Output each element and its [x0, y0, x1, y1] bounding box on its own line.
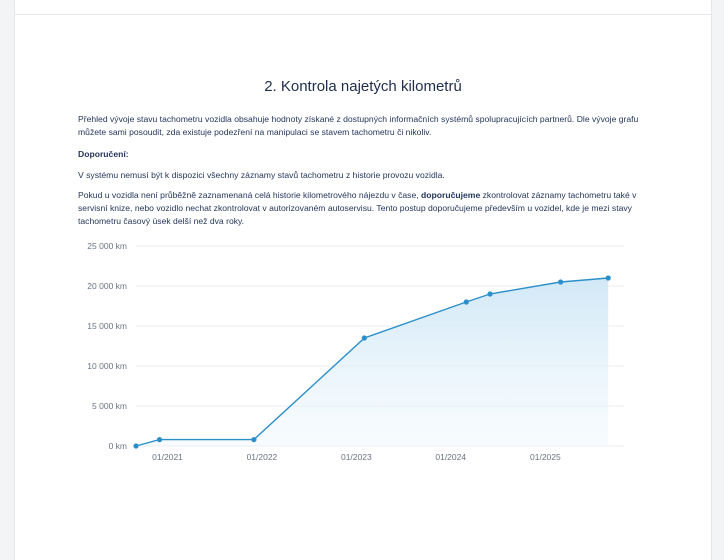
data-point	[361, 335, 367, 341]
data-points	[133, 275, 611, 449]
x-tick-label: 01/2025	[530, 452, 561, 462]
top-divider	[15, 14, 711, 15]
y-tick-label: 20 000 km	[87, 281, 127, 291]
data-point	[156, 437, 163, 443]
x-tick-label: 01/2024	[435, 452, 466, 462]
note-paragraph: V systému nemusí být k dispozici všechny…	[78, 170, 445, 180]
x-tick-label: 01/2023	[341, 452, 372, 462]
odometer-chart: 0 km 5 000 km 10 000 km 15 000 km 20 000 km 2…	[87, 241, 624, 462]
advice-paragraph: Pokud u vozidla není průběžně zaznamenan…	[78, 189, 640, 228]
advice-text-start: Pokud u vozidla není průběžně zaznamenan…	[78, 190, 422, 200]
y-tick-label: 0 km	[109, 441, 127, 451]
advice-text-end: zkontrolovat záznamy tachometru také v s…	[78, 190, 637, 226]
data-point	[487, 291, 493, 297]
x-axis: 01/2021 01/2022 01/2023 01/2024 01/2025	[152, 452, 561, 462]
mileage-area	[136, 278, 609, 446]
data-point	[251, 437, 257, 443]
y-tick-label: 10 000 km	[87, 361, 127, 371]
section-title: 2. Kontrola najetých kilometrů	[264, 78, 462, 95]
report-page: 2. Kontrola najetých kilometrů Přehled v…	[14, 0, 712, 560]
mileage-line	[135, 277, 609, 447]
x-tick-label: 01/2022	[247, 452, 278, 462]
data-point	[133, 443, 139, 449]
data-point	[463, 299, 469, 305]
recommendation-heading: Doporučení:	[78, 149, 129, 159]
y-tick-label: 25 000 km	[87, 241, 127, 251]
y-tick-label: 15 000 km	[87, 321, 127, 331]
x-tick-label: 01/2021	[152, 452, 183, 462]
intro-paragraph: Přehled vývoje stavu tachometru vozidla …	[78, 114, 639, 137]
advice-emphasis: doporučujeme	[421, 190, 481, 200]
data-point	[558, 279, 564, 285]
y-axis: 0 km 5 000 km 10 000 km 15 000 km 20 000 km 2…	[87, 241, 127, 451]
data-point	[605, 275, 611, 281]
y-tick-label: 5 000 km	[92, 401, 127, 411]
